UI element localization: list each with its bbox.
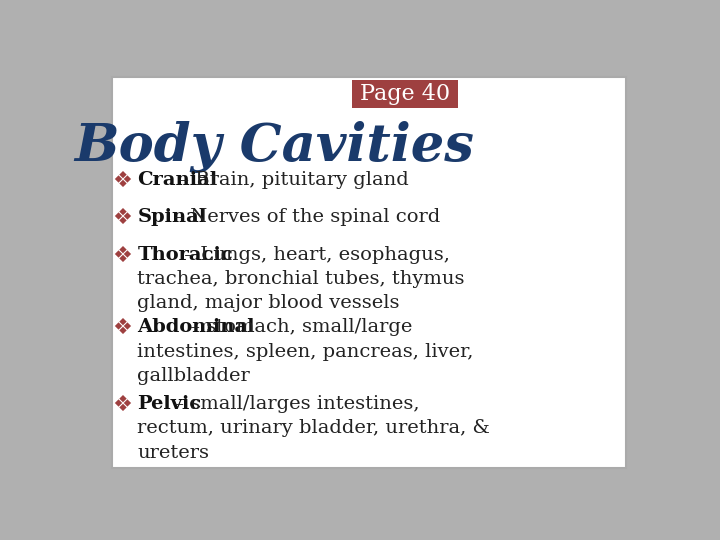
Text: Pelvic: Pelvic xyxy=(138,395,202,413)
Text: – stomach, small/large: – stomach, small/large xyxy=(184,319,412,336)
Text: gallbladder: gallbladder xyxy=(138,367,250,384)
Text: Page 40: Page 40 xyxy=(360,83,450,105)
Text: intestines, spleen, pancreas, liver,: intestines, spleen, pancreas, liver, xyxy=(138,342,474,361)
Text: – Lungs, heart, esophagus,: – Lungs, heart, esophagus, xyxy=(179,246,451,264)
Text: ❖: ❖ xyxy=(112,246,132,266)
Text: ❖: ❖ xyxy=(112,319,132,339)
Text: Thoracic: Thoracic xyxy=(138,246,233,264)
Text: gland, major blood vessels: gland, major blood vessels xyxy=(138,294,400,312)
FancyBboxPatch shape xyxy=(352,80,458,109)
Text: ❖: ❖ xyxy=(112,208,132,228)
Text: ❖: ❖ xyxy=(112,171,132,191)
Text: Body Cavities: Body Cavities xyxy=(74,121,474,173)
Text: Abdominal: Abdominal xyxy=(138,319,255,336)
Text: – small/larges intestines,: – small/larges intestines, xyxy=(168,395,420,413)
Text: ❖: ❖ xyxy=(112,395,132,415)
Text: rectum, urinary bladder, urethra, &: rectum, urinary bladder, urethra, & xyxy=(138,420,490,437)
Text: ureters: ureters xyxy=(138,443,210,462)
Text: trachea, bronchial tubes, thymus: trachea, bronchial tubes, thymus xyxy=(138,270,465,288)
Text: Cranial: Cranial xyxy=(138,171,217,189)
Text: – Nerves of the spinal cord: – Nerves of the spinal cord xyxy=(168,208,441,226)
Text: – Brain, pituitary gland: – Brain, pituitary gland xyxy=(174,171,409,189)
Text: Spinal: Spinal xyxy=(138,208,207,226)
FancyBboxPatch shape xyxy=(112,77,626,468)
